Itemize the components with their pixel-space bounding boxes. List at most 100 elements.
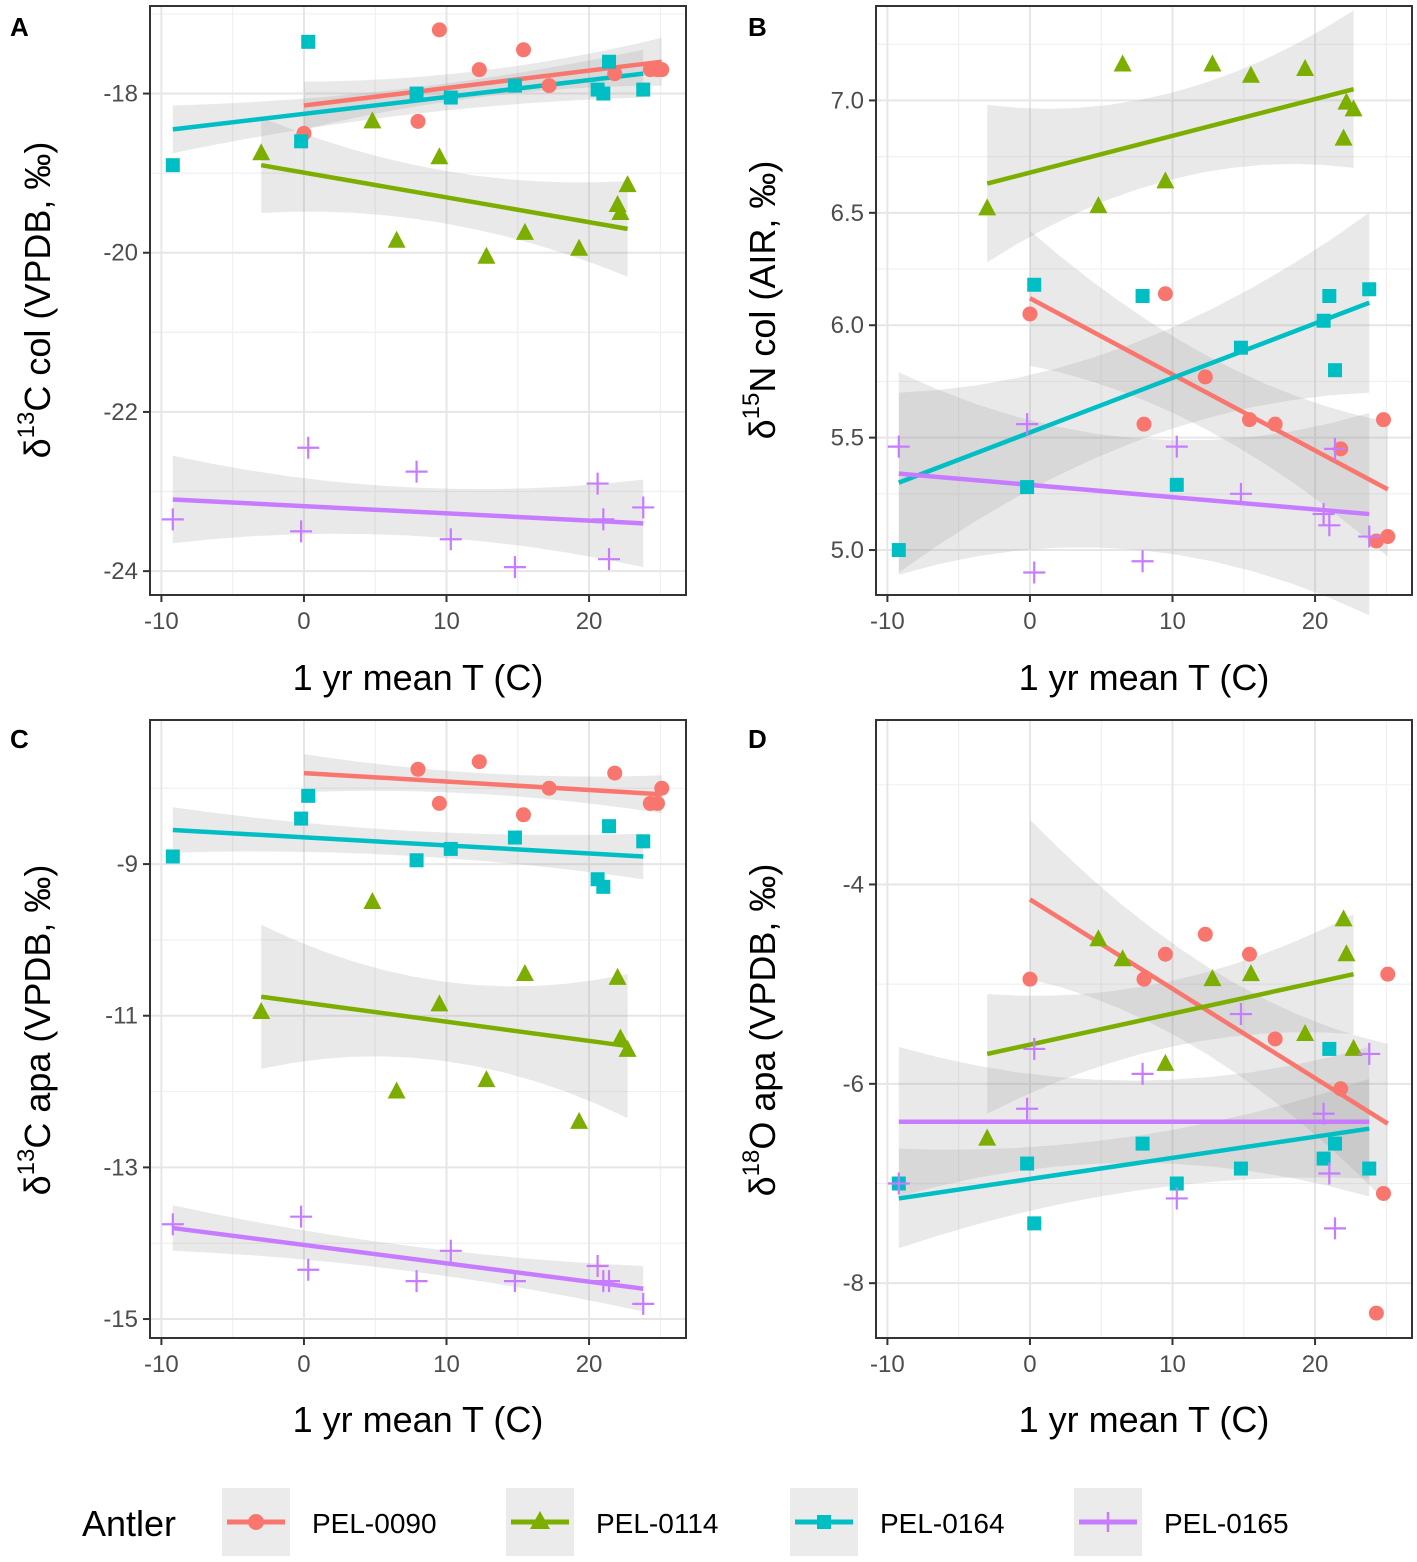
y-tick-label: 6.0 bbox=[831, 312, 864, 339]
fit-line-pel-0114 bbox=[986, 971, 1355, 1057]
fit-line-pel-0164 bbox=[172, 827, 644, 859]
x-tick-label: -10 bbox=[870, 608, 905, 635]
data-point-pel-0114 bbox=[978, 198, 997, 216]
data-point-pel-0164 bbox=[294, 134, 309, 149]
plot-area-c: -10 0 10 20 -15 -13 -11 -9 bbox=[103, 719, 687, 1378]
ylabel-b: δ15N col (AIR, ‰) bbox=[738, 161, 783, 440]
data-point-pel-0164 bbox=[891, 543, 906, 558]
legend-label-pel-0090: PEL-0090 bbox=[312, 1508, 437, 1539]
data-point-pel-0165 bbox=[1312, 1102, 1335, 1125]
y-tick-label: -9 bbox=[117, 851, 138, 878]
data-point-pel-0164 bbox=[409, 86, 424, 101]
data-point-pel-0164 bbox=[165, 158, 180, 173]
ylabel-c-greek: δ bbox=[17, 1175, 58, 1195]
data-point-pel-0114 bbox=[252, 1001, 271, 1019]
legend-key-marker-pel-0164 bbox=[817, 1515, 831, 1529]
data-point-pel-0114 bbox=[1334, 128, 1353, 146]
data-point-pel-0090 bbox=[410, 113, 426, 129]
x-tick-label: -10 bbox=[144, 1351, 179, 1378]
data-point-pel-0164 bbox=[1169, 477, 1184, 492]
data-point-pel-0165 bbox=[1358, 1042, 1381, 1065]
plot-bg-d bbox=[876, 720, 1412, 1338]
data-point-pel-0164 bbox=[165, 849, 180, 864]
data-point-pel-0090 bbox=[1375, 412, 1391, 428]
data-point-pel-0090 bbox=[1380, 529, 1396, 545]
data-point-pel-0165 bbox=[1016, 1097, 1039, 1120]
plot-area-a: -10 0 10 20 -24 -22 -20 -18 bbox=[103, 5, 687, 635]
fit-line-pel-0164 bbox=[172, 71, 644, 132]
data-point-pel-0165 bbox=[1324, 1217, 1347, 1240]
panel-border-d bbox=[875, 719, 1413, 1339]
data-point-pel-0090 bbox=[1380, 966, 1396, 982]
legend-label-pel-0165: PEL-0165 bbox=[1164, 1508, 1289, 1539]
data-point-pel-0114 bbox=[1203, 969, 1222, 987]
panel-a: A -10 0 10 20 -24 -22 -20 -18 δ13C col (VPDB, ‰… bbox=[10, 5, 687, 698]
data-point-pel-0114 bbox=[1089, 929, 1108, 947]
data-point-pel-0090 bbox=[1157, 946, 1173, 962]
fit-line-pel-0114 bbox=[986, 87, 1355, 186]
data-point-pel-0090 bbox=[1375, 1185, 1391, 1201]
data-point-pel-0164 bbox=[596, 879, 611, 894]
data-point-pel-0164 bbox=[1233, 1161, 1248, 1176]
data-point-pel-0164 bbox=[409, 853, 424, 868]
xlabel-c: 1 yr mean T (C) bbox=[293, 1399, 544, 1440]
y-tick-label: -11 bbox=[105, 1003, 138, 1030]
data-point-pel-0164 bbox=[1328, 363, 1343, 378]
data-point-pel-0114 bbox=[387, 1081, 406, 1099]
data-point-pel-0165 bbox=[405, 1270, 428, 1293]
data-point-pel-0114 bbox=[1344, 99, 1363, 117]
data-point-pel-0165 bbox=[632, 496, 655, 519]
data-point-pel-0114 bbox=[477, 1070, 496, 1088]
data-point-pel-0165 bbox=[1324, 437, 1347, 460]
y-tick-label: 6.5 bbox=[831, 200, 864, 227]
data-point-pel-0164 bbox=[443, 90, 458, 105]
fit-line-pel-0090 bbox=[1028, 897, 1389, 1126]
data-point-pel-0165 bbox=[592, 508, 615, 531]
fit-line-pel-0114 bbox=[260, 994, 628, 1049]
data-point-pel-0114 bbox=[608, 967, 627, 985]
legend-entry-pel-0164: PEL-0164 bbox=[790, 1488, 1005, 1556]
data-point-pel-0165 bbox=[503, 1270, 526, 1293]
ylabel-a-greek: δ bbox=[17, 438, 58, 458]
plot-area-b: -10 0 10 20 5.0 5.5 6.0 6.5 7.0 bbox=[831, 5, 1413, 635]
fit-line-pel-0165 bbox=[898, 471, 1370, 517]
data-point-pel-0114 bbox=[1113, 54, 1132, 72]
data-point-pel-0164 bbox=[1169, 1176, 1184, 1191]
y-tick-label: -8 bbox=[843, 1270, 864, 1297]
data-point-pel-0114 bbox=[515, 222, 534, 240]
ylabel-c-sup: 13 bbox=[13, 1149, 40, 1176]
panel-c: C -10 0 10 20 -15 -13 -11 -9 δ13C apa (VPDB, ‰)… bbox=[10, 719, 687, 1440]
data-point-pel-0165 bbox=[1131, 550, 1154, 573]
data-point-pel-0114 bbox=[515, 964, 534, 982]
data-point-pel-0165 bbox=[1318, 514, 1341, 537]
ylabel-d: δ18O apa (VPDB, ‰) bbox=[738, 864, 783, 1197]
data-point-pel-0090 bbox=[471, 62, 487, 78]
data-point-pel-0090 bbox=[515, 807, 531, 823]
data-point-pel-0164 bbox=[1020, 1156, 1035, 1171]
x-tick-label: -10 bbox=[870, 1351, 905, 1378]
data-point-pel-0090 bbox=[410, 761, 426, 777]
data-point-pel-0090 bbox=[607, 765, 623, 781]
data-point-pel-0114 bbox=[430, 147, 449, 165]
data-point-pel-0090 bbox=[1197, 926, 1213, 942]
data-point-pel-0165 bbox=[598, 1270, 621, 1293]
ylabel-b-sup: 15 bbox=[738, 393, 765, 420]
legend-entry-pel-0090: PEL-0090 bbox=[222, 1488, 437, 1556]
data-point-pel-0114 bbox=[363, 891, 382, 909]
data-point-pel-0090 bbox=[1022, 306, 1038, 322]
data-point-pel-0165 bbox=[1023, 561, 1046, 584]
data-point-pel-0090 bbox=[607, 66, 623, 82]
data-point-pel-0165 bbox=[887, 1172, 910, 1195]
data-point-pel-0114 bbox=[618, 175, 637, 193]
ylabel-d-greek: δ bbox=[742, 1176, 783, 1196]
data-point-pel-0164 bbox=[636, 82, 651, 97]
xlabel-a: 1 yr mean T (C) bbox=[293, 657, 544, 698]
data-point-pel-0114 bbox=[387, 230, 406, 248]
data-point-pel-0165 bbox=[161, 1213, 184, 1236]
data-point-pel-0090 bbox=[1136, 971, 1152, 987]
y-tick-label: -6 bbox=[843, 1071, 864, 1098]
panel-label-c: C bbox=[10, 724, 29, 754]
data-point-pel-0164 bbox=[1135, 1136, 1150, 1151]
legend-entry-pel-0165: PEL-0165 bbox=[1074, 1488, 1289, 1556]
ylabel-b-rest: N col (AIR, ‰) bbox=[742, 161, 783, 393]
